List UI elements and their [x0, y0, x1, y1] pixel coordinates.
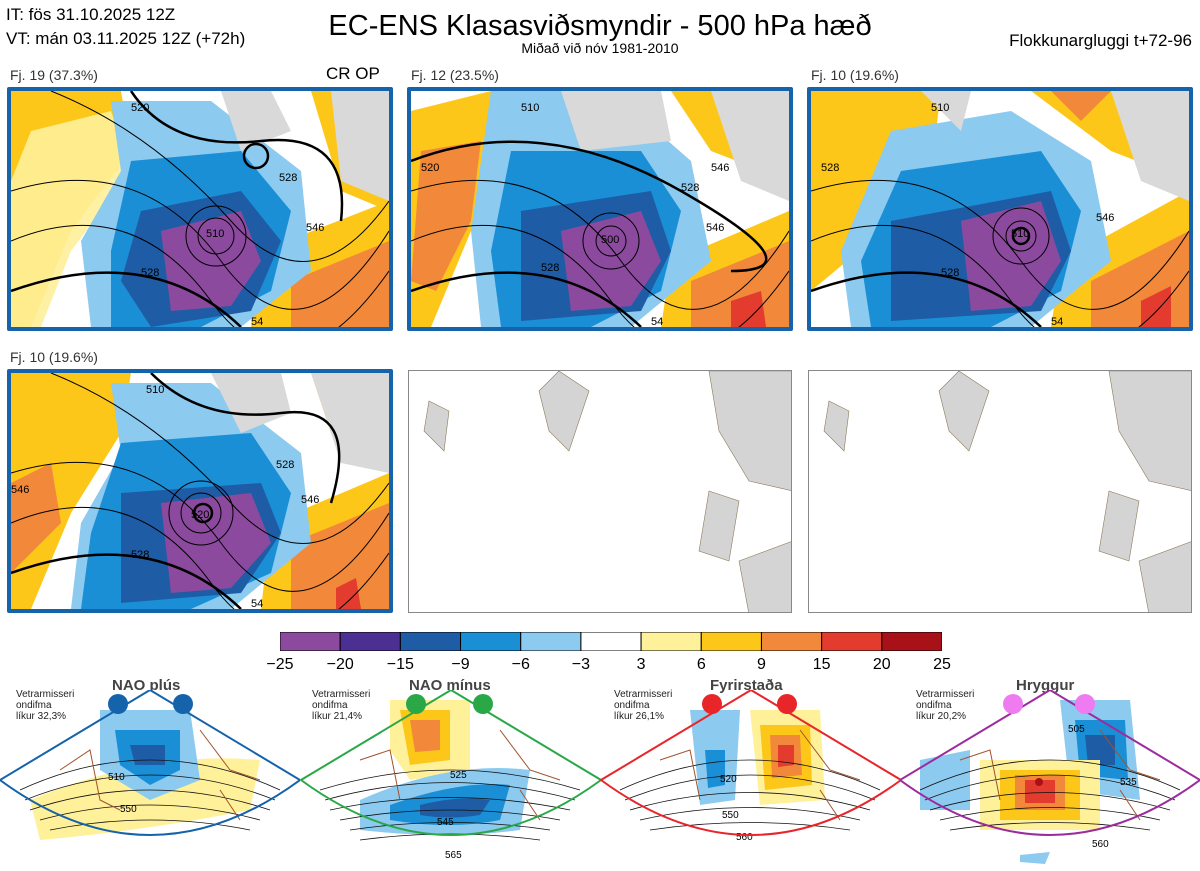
contour-label: 528: [141, 267, 159, 279]
contour-label: 565: [445, 850, 462, 861]
contour-label: 528: [279, 172, 297, 184]
colorbar-tick-label: −6: [511, 656, 530, 673]
colorbar-tick-label: −15: [386, 656, 414, 673]
regime-marker-right: [173, 694, 193, 714]
contour-label: 510: [521, 102, 539, 114]
contour-label: 54: [651, 316, 663, 327]
contour-label: 510: [206, 228, 224, 240]
initial-time: IT: fös 31.10.2025 12Z: [6, 5, 176, 24]
regime-marker-left: [1003, 694, 1023, 714]
contour-label: 520: [720, 774, 737, 785]
regime-marker-right: [1075, 694, 1095, 714]
regime-map-nao-plus: 510 550: [0, 690, 300, 840]
colorbar-segment: [760, 632, 823, 651]
empty-map-6: [808, 370, 1192, 613]
contour-label: 510: [108, 772, 125, 783]
cluster-1-label: Fj. 19 (37.3%): [10, 67, 98, 83]
contour-label: 560: [1092, 839, 1109, 850]
contour-label: 546: [711, 162, 729, 174]
regime-1-title: NAO plús: [112, 677, 181, 694]
contour-label: 510: [931, 102, 949, 114]
contour-label: 54: [251, 316, 263, 327]
cluster-map-2: 510 520 528 500 528 546 546 54: [407, 87, 793, 331]
regime-3-title: Fyrirstaða: [710, 677, 783, 694]
regime-marker-left: [702, 694, 722, 714]
contour-label: 54: [251, 598, 263, 609]
contour-label: 528: [131, 549, 149, 561]
colorbar-tick-label: −20: [326, 656, 354, 673]
contour-label: 550: [120, 804, 137, 815]
anomaly-colorbar: [280, 632, 942, 651]
colorbar-tick-label: −9: [451, 656, 470, 673]
cluster-3-label: Fj. 10 (19.6%): [811, 67, 899, 83]
regime-marker-left: [108, 694, 128, 714]
regime-2-title: NAO mínus: [409, 677, 491, 694]
colorbar-tick-label: 20: [872, 656, 891, 673]
colorbar-segment: [580, 632, 642, 651]
regime-map-ridge: 505 535 560: [900, 690, 1200, 864]
contour-label: 528: [276, 459, 294, 471]
cluster-map-1: 520 510 528 546 528 54: [7, 87, 393, 331]
climatology-reference: Miðað við nóv 1981-2010: [521, 40, 679, 56]
colorbar-tick-label: 15: [812, 656, 831, 673]
contour-label: 528: [541, 262, 559, 274]
regime-1-info: Vetrarmisseri ondifma líkur 32,3%: [16, 689, 75, 722]
control-op-tag: CR OP: [326, 64, 380, 83]
cluster-window-label: Flokkunargluggi t+72-96: [1009, 31, 1192, 50]
contour-label: 546: [1096, 212, 1114, 224]
colorbar-segment: [280, 632, 341, 651]
colorbar-segment: [700, 632, 762, 651]
valid-time: VT: mán 03.11.2025 12Z (+72h): [6, 29, 246, 48]
contour-label: 54: [1051, 316, 1063, 327]
colorbar-tick-label: −3: [571, 656, 591, 673]
contour-label: 520: [421, 162, 439, 174]
contour-label: 510: [146, 384, 164, 396]
cluster-map-4: 510 528 520 528 546 546 54: [7, 369, 393, 613]
contour-label: 550: [722, 810, 739, 821]
colorbar-tick-label: −25: [266, 656, 294, 673]
cluster-map-3: 510 528 510 528 546 54: [807, 87, 1193, 331]
colorbar-tick-label: 6: [696, 656, 706, 673]
colorbar-segment: [640, 632, 702, 651]
contour-label: 545: [437, 817, 454, 828]
contour-label: 500: [601, 234, 619, 246]
contour-label: 546: [301, 494, 319, 506]
cluster-4-label: Fj. 10 (19.6%): [10, 349, 98, 365]
contour-label: 520: [131, 102, 149, 114]
colorbar-tick-label: 3: [636, 656, 646, 673]
regime-2-info: Vetrarmisseri ondifma líkur 21,4%: [312, 689, 371, 722]
regime-4-info: Vetrarmisseri ondifma líkur 20,2%: [916, 689, 975, 722]
contour-label: 535: [1120, 777, 1137, 788]
regime-marker-right: [473, 694, 493, 714]
contour-label: 528: [821, 162, 839, 174]
empty-map-5: [408, 370, 792, 613]
regime-marker-right: [777, 694, 797, 714]
colorbar-tick-label: 9: [757, 656, 766, 673]
contour-label: 528: [941, 267, 959, 279]
regime-map-blocking: 520 550 560: [600, 690, 902, 843]
colorbar-segment: [881, 632, 942, 651]
contour-label: 525: [450, 770, 467, 781]
contour-label: 546: [306, 222, 324, 234]
colorbar-segment: [399, 632, 462, 651]
contour-label: 520: [191, 509, 209, 521]
regime-map-nao-minus: 525 545 565: [300, 690, 602, 861]
contour-label: 546: [706, 222, 724, 234]
colorbar-segment: [821, 632, 883, 651]
page-title: EC-ENS Klasasviðsmyndir - 500 hPa hæð: [328, 10, 872, 42]
colorbar-segment: [339, 632, 401, 651]
colorbar-segment: [460, 632, 522, 651]
regime-4-title: Hryggur: [1016, 677, 1075, 694]
colorbar-tick-label: 25: [933, 656, 951, 673]
contour-label: 528: [681, 182, 699, 194]
contour-label: 560: [736, 832, 753, 843]
regime-marker-left: [406, 694, 426, 714]
colorbar-segment: [520, 632, 582, 651]
contour-label: 510: [1011, 228, 1029, 240]
contour-label: 505: [1068, 724, 1085, 735]
contour-label: 546: [11, 484, 29, 496]
regime-3-info: Vetrarmisseri ondifma líkur 26,1%: [614, 689, 673, 722]
cluster-2-label: Fj. 12 (23.5%): [411, 67, 499, 83]
